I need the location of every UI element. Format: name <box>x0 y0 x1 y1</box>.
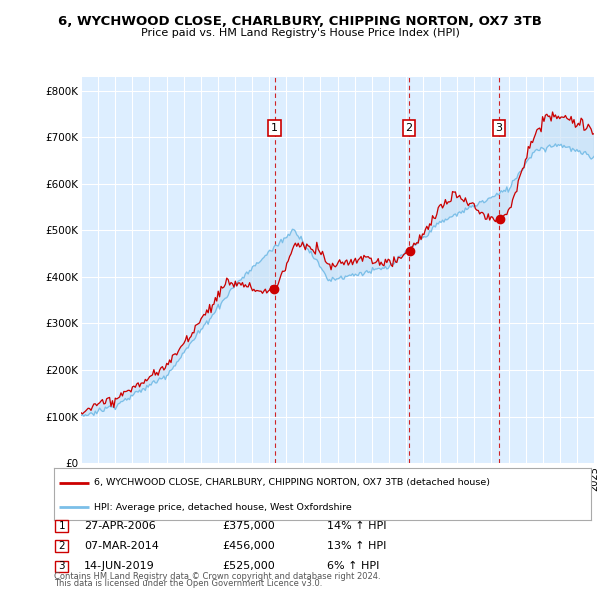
Text: 2: 2 <box>406 123 413 133</box>
Text: HPI: Average price, detached house, West Oxfordshire: HPI: Average price, detached house, West… <box>94 503 352 512</box>
Text: 13% ↑ HPI: 13% ↑ HPI <box>327 542 386 551</box>
Text: This data is licensed under the Open Government Licence v3.0.: This data is licensed under the Open Gov… <box>54 579 322 588</box>
Text: 27-APR-2006: 27-APR-2006 <box>84 522 156 531</box>
Text: 6% ↑ HPI: 6% ↑ HPI <box>327 562 379 571</box>
Text: 3: 3 <box>496 123 503 133</box>
Text: Contains HM Land Registry data © Crown copyright and database right 2024.: Contains HM Land Registry data © Crown c… <box>54 572 380 581</box>
Text: 6, WYCHWOOD CLOSE, CHARLBURY, CHIPPING NORTON, OX7 3TB (detached house): 6, WYCHWOOD CLOSE, CHARLBURY, CHIPPING N… <box>94 478 490 487</box>
Text: 1: 1 <box>58 522 65 531</box>
Text: 3: 3 <box>58 562 65 571</box>
Text: 6, WYCHWOOD CLOSE, CHARLBURY, CHIPPING NORTON, OX7 3TB: 6, WYCHWOOD CLOSE, CHARLBURY, CHIPPING N… <box>58 15 542 28</box>
Text: 2: 2 <box>58 542 65 551</box>
Text: 1: 1 <box>271 123 278 133</box>
Text: 14% ↑ HPI: 14% ↑ HPI <box>327 522 386 531</box>
Text: 14-JUN-2019: 14-JUN-2019 <box>84 562 155 571</box>
Text: Price paid vs. HM Land Registry's House Price Index (HPI): Price paid vs. HM Land Registry's House … <box>140 28 460 38</box>
Text: 07-MAR-2014: 07-MAR-2014 <box>84 542 159 551</box>
Text: £375,000: £375,000 <box>222 522 275 531</box>
Text: £456,000: £456,000 <box>222 542 275 551</box>
Text: £525,000: £525,000 <box>222 562 275 571</box>
